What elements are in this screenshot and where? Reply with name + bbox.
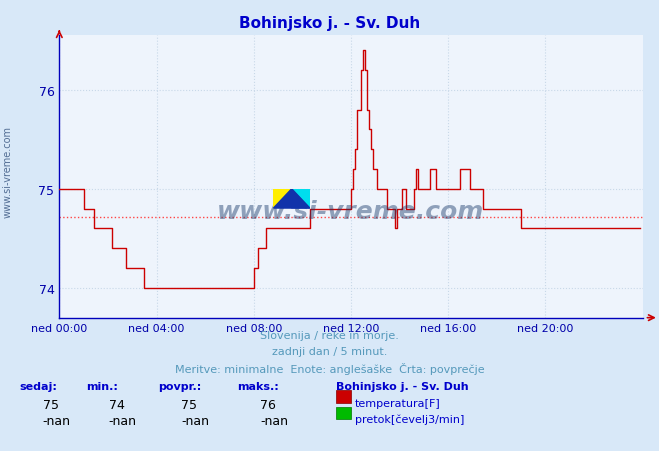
Polygon shape <box>273 189 310 208</box>
Text: -nan: -nan <box>109 414 136 427</box>
Text: -nan: -nan <box>43 414 71 427</box>
Text: www.si-vreme.com: www.si-vreme.com <box>3 125 13 217</box>
Text: min.:: min.: <box>86 381 117 391</box>
Text: temperatura[F]: temperatura[F] <box>355 398 440 408</box>
Text: www.si-vreme.com: www.si-vreme.com <box>217 199 484 223</box>
Text: 75: 75 <box>43 398 59 411</box>
Text: sedaj:: sedaj: <box>20 381 57 391</box>
Polygon shape <box>273 189 291 208</box>
Text: -nan: -nan <box>260 414 288 427</box>
Text: 76: 76 <box>260 398 276 411</box>
Text: 75: 75 <box>181 398 197 411</box>
Text: Meritve: minimalne  Enote: anglešaške  Črta: povprečje: Meritve: minimalne Enote: anglešaške Črt… <box>175 363 484 375</box>
Text: Bohinjsko j. - Sv. Duh: Bohinjsko j. - Sv. Duh <box>336 381 469 391</box>
Polygon shape <box>291 189 310 208</box>
Text: zadnji dan / 5 minut.: zadnji dan / 5 minut. <box>272 346 387 356</box>
Text: pretok[čevelj3/min]: pretok[čevelj3/min] <box>355 414 464 424</box>
Text: Slovenija / reke in morje.: Slovenija / reke in morje. <box>260 330 399 340</box>
Text: maks.:: maks.: <box>237 381 279 391</box>
Text: povpr.:: povpr.: <box>158 381 202 391</box>
Text: 74: 74 <box>109 398 125 411</box>
Polygon shape <box>291 189 310 208</box>
Text: Bohinjsko j. - Sv. Duh: Bohinjsko j. - Sv. Duh <box>239 16 420 31</box>
Text: -nan: -nan <box>181 414 209 427</box>
